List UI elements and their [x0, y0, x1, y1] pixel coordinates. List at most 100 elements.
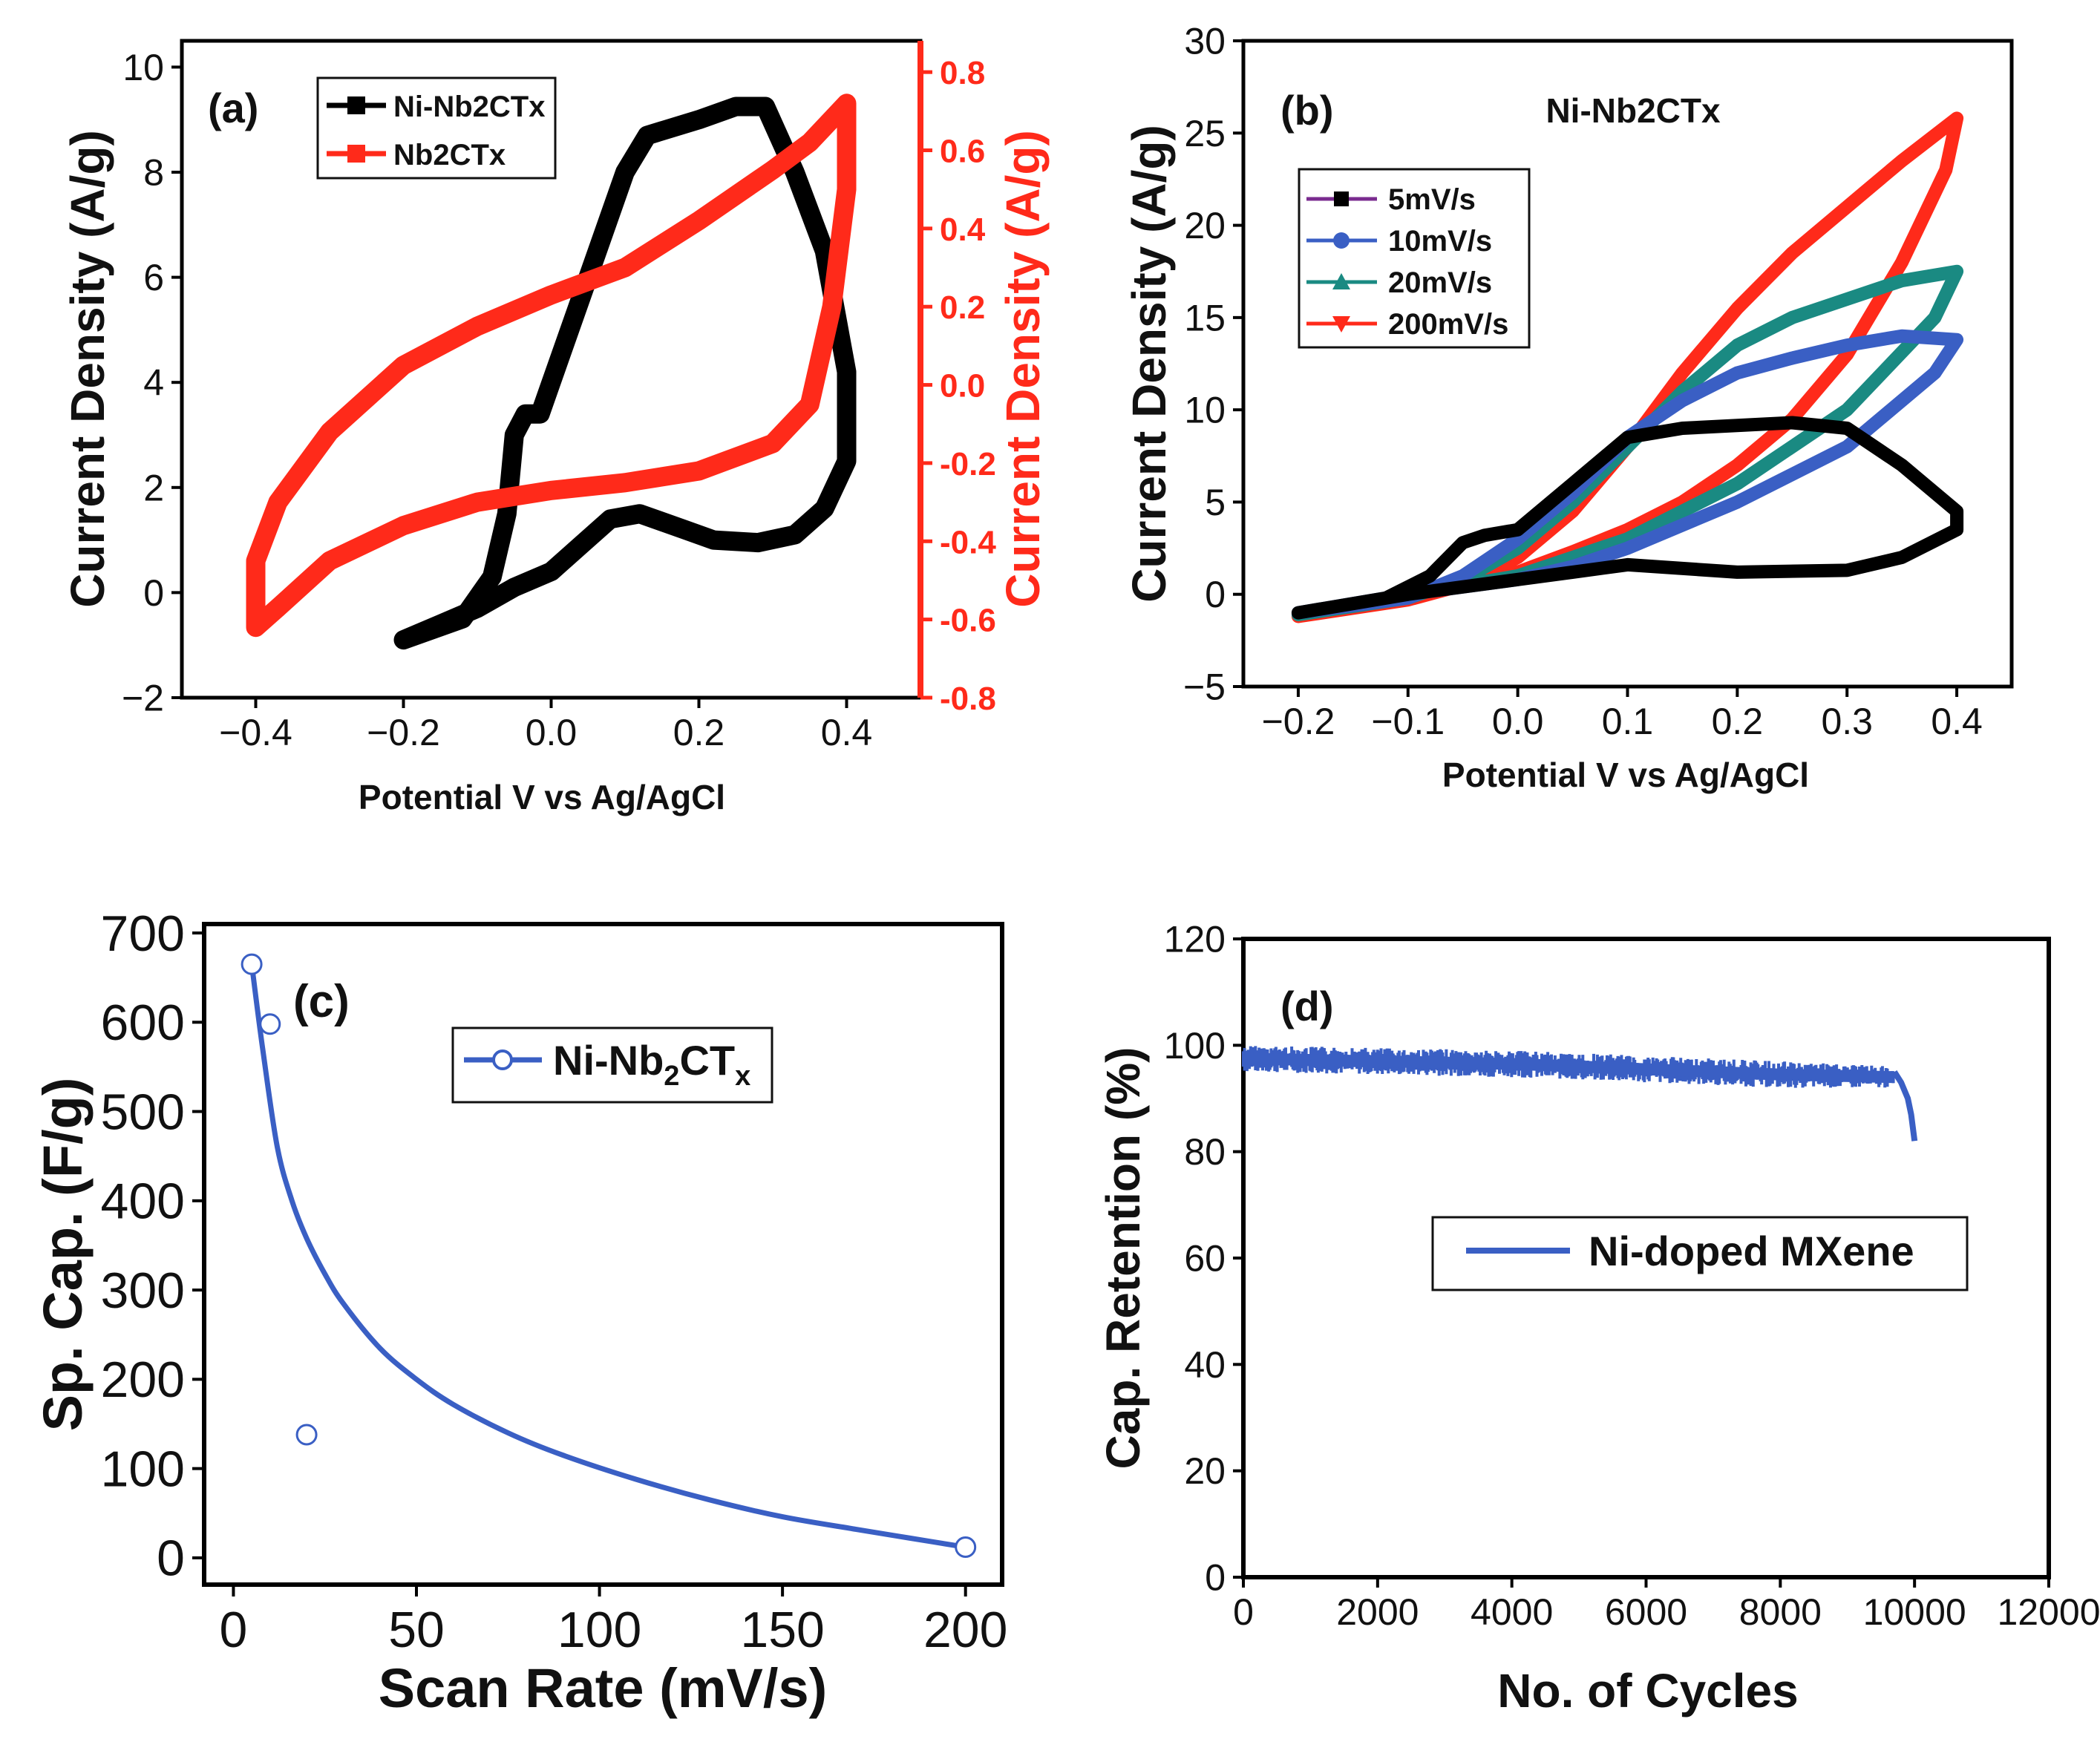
- y-tick-label: 10: [1184, 390, 1226, 431]
- x-tick-label: 10000: [1863, 1591, 1966, 1633]
- y-tick-label: 80: [1184, 1131, 1226, 1173]
- series-20mV/s: [1291, 264, 1964, 622]
- panel-d-x-label: No. of Cycles: [1497, 1664, 1798, 1717]
- y-right-tick-label: 0.0: [940, 368, 985, 405]
- x-tick-label: −0.4: [219, 712, 292, 753]
- y-tick-label: 40: [1184, 1344, 1226, 1386]
- panel-c-legend-label: Ni-Nb2CTx: [553, 1037, 750, 1092]
- y-tick-label: 0: [157, 1530, 185, 1587]
- x-tick-label: −0.2: [1262, 701, 1335, 742]
- y-right-tick-label: 0.6: [940, 134, 985, 170]
- data-point: [259, 1013, 281, 1035]
- y-tick-label: 20: [1184, 1450, 1226, 1492]
- y-right-tick-label: 0.4: [940, 212, 986, 248]
- panel-d-series: [1242, 1046, 1918, 1142]
- x-tick-label: 100: [557, 1602, 641, 1658]
- legend-marker: [1332, 273, 1350, 289]
- panel-a-y-ticks: −2 0 2 4 6 8 10: [122, 47, 182, 719]
- y-tick-label: 100: [1164, 1025, 1226, 1067]
- x-tick-label: 0.1: [1602, 701, 1654, 742]
- y-tick-label: 15: [1184, 297, 1226, 338]
- y-tick-label: 25: [1184, 113, 1226, 154]
- y-tick-label: 0: [1205, 1557, 1226, 1599]
- x-tick-label: 6000: [1605, 1591, 1687, 1633]
- panel-a-legend-marker-1: [347, 145, 365, 163]
- data-point: [241, 953, 263, 975]
- y-tick-label: 4: [143, 362, 164, 404]
- legend-marker: [1334, 191, 1349, 206]
- y-tick-label: 6: [143, 257, 164, 298]
- series-Nb2CTx: [246, 94, 857, 638]
- y-tick-label: 5: [1205, 482, 1226, 523]
- x-tick-label: 8000: [1739, 1591, 1822, 1633]
- y-tick-label: 30: [1184, 21, 1226, 62]
- legend-label: 200mV/s: [1388, 308, 1508, 341]
- panel-a-y-label-right: Current Density (A/g): [996, 130, 1050, 608]
- panel-a-legend-label-0: Ni-Nb2CTx: [393, 91, 545, 123]
- panel-d-label: (d): [1280, 983, 1334, 1029]
- panel-a-label: (a): [208, 85, 258, 131]
- panel-c-y-label: Sp. Cap. (F/g): [32, 1078, 94, 1432]
- panel-c-x-label: Scan Rate (mV/s): [379, 1657, 828, 1719]
- y-right-tick-label: -0.8: [940, 681, 996, 717]
- fit-curve: [249, 963, 966, 1550]
- panel-a-y-label: Current Density (A/g): [61, 130, 114, 608]
- y-right-tick-label: -0.2: [940, 446, 996, 482]
- y-tick-label: 500: [101, 1084, 185, 1140]
- x-tick-label: 150: [740, 1602, 824, 1658]
- panel-c-frame: [202, 922, 1004, 1587]
- y-tick-label: 400: [101, 1173, 185, 1230]
- x-tick-label: 0.3: [1821, 701, 1873, 742]
- series-5mV/s: [1291, 416, 1964, 620]
- panel-b-series: [1291, 111, 1964, 623]
- panel-c-label: (c): [293, 976, 350, 1027]
- panel-c-x-ticks: 0 50 100 150 200: [220, 1585, 1007, 1658]
- legend-label: 10mV/s: [1388, 225, 1492, 258]
- panel-a-x-label: Potential V vs Ag/AgCl: [359, 778, 725, 816]
- y-tick-label: 8: [143, 152, 164, 194]
- x-tick-label: 2000: [1336, 1591, 1419, 1633]
- retention-core: [1243, 1052, 1895, 1084]
- y-tick-label: 700: [101, 905, 185, 962]
- panel-a-legend-marker-0: [347, 96, 365, 114]
- y-tick-label: 600: [101, 995, 185, 1051]
- x-tick-label: −0.1: [1371, 701, 1445, 742]
- y-right-tick-label: -0.6: [940, 603, 996, 639]
- y-tick-label: 60: [1184, 1238, 1226, 1280]
- panel-a-x-ticks: −0.4 −0.2 0.0 0.2 0.4: [219, 698, 872, 753]
- y-tick-label: 0: [1205, 574, 1226, 615]
- y-tick-label: −5: [1183, 667, 1226, 708]
- x-tick-label: 0.2: [1712, 701, 1764, 742]
- data-point: [295, 1424, 318, 1446]
- x-tick-label: 0.4: [1931, 701, 1983, 742]
- legend-label: 20mV/s: [1388, 266, 1492, 299]
- panel-b-x-ticks: −0.2 −0.1 0.0 0.1 0.2 0.3 0.4: [1262, 687, 1983, 742]
- panel-b-y-ticks: −5 0 5 10 15 20 25 30: [1183, 21, 1243, 708]
- x-tick-label: 200: [923, 1602, 1007, 1658]
- x-tick-label: 0.4: [821, 712, 873, 753]
- panel-b-y-label: Current Density (A/g): [1122, 125, 1176, 603]
- series-Ni-Nb2CTx: [393, 96, 857, 650]
- panel-d-legend-label: Ni-doped MXene: [1589, 1228, 1914, 1274]
- y-tick-label: 120: [1164, 919, 1226, 960]
- x-tick-label: 0: [220, 1602, 248, 1658]
- x-tick-label: 0.0: [526, 712, 578, 753]
- legend-marker: [1333, 232, 1350, 249]
- y-tick-label: 20: [1184, 205, 1226, 246]
- x-tick-label: 0.2: [673, 712, 725, 753]
- series-200mV/s: [1291, 111, 1964, 623]
- x-tick-label: 0: [1233, 1591, 1254, 1633]
- x-tick-label: 4000: [1471, 1591, 1553, 1633]
- y-tick-label: −2: [122, 678, 164, 719]
- panel-d: 0 2000 4000 6000 8000 10000 12000 0 20 40 60 80 100…: [1096, 919, 2100, 1718]
- panel-d-x-ticks: 0 2000 4000 6000 8000 10000 12000: [1233, 1577, 2100, 1633]
- panel-c-series: [241, 953, 977, 1558]
- y-right-tick-label: 0.2: [940, 289, 985, 326]
- legend-marker: [1332, 316, 1350, 333]
- y-tick-label: 0: [143, 572, 164, 614]
- panel-c-legend-marker: [492, 1049, 513, 1070]
- panel-c-y-ticks: 0 100 200 300 400 500 600 700: [101, 905, 204, 1587]
- x-tick-label: 12000: [1997, 1591, 2100, 1633]
